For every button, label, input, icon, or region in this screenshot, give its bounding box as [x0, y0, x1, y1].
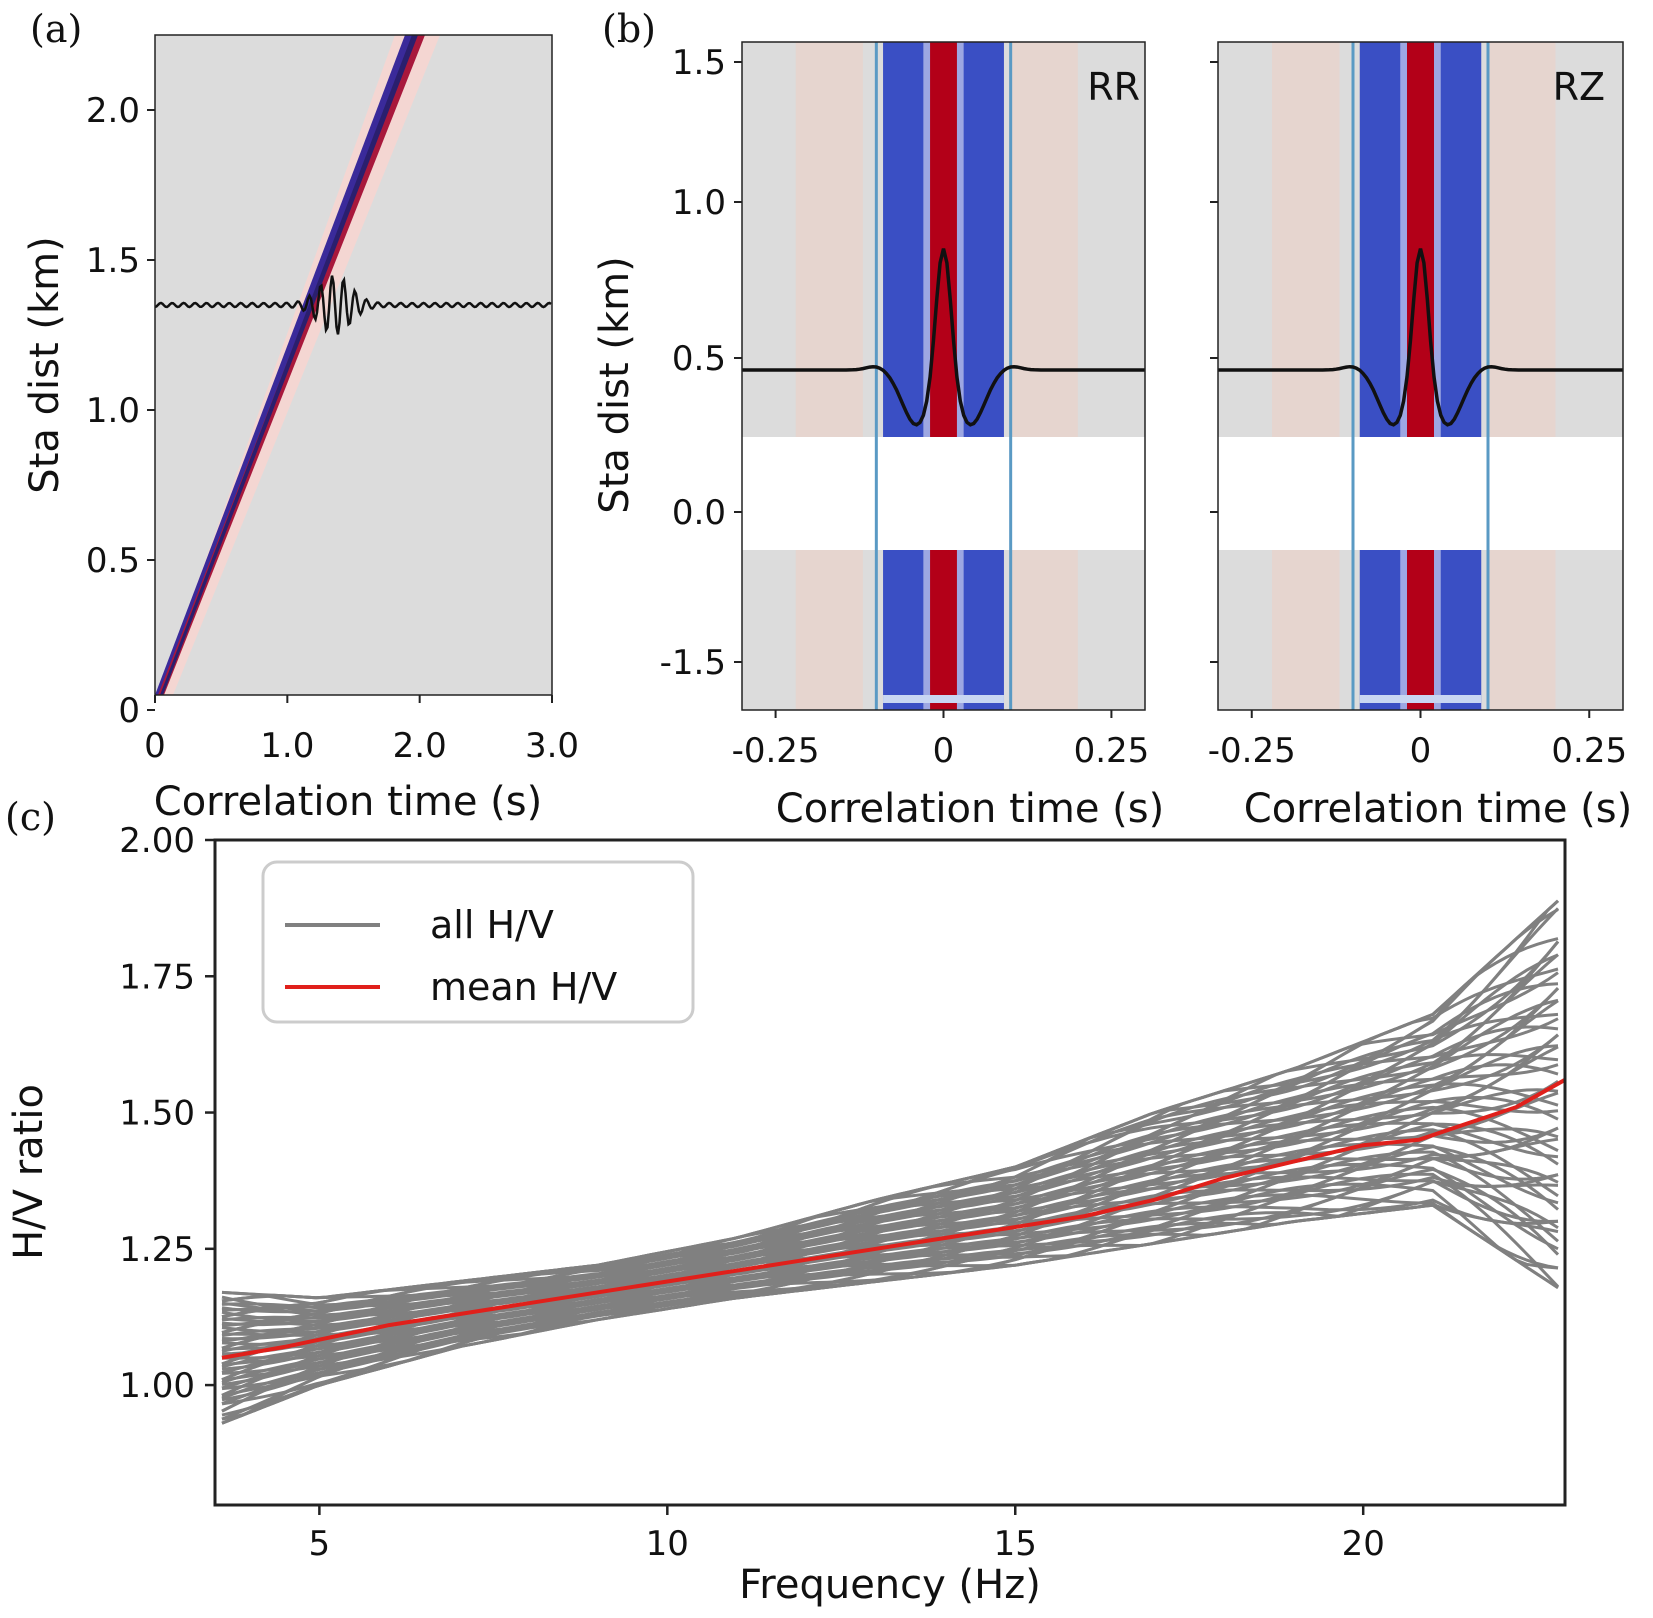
- legend: all H/V mean H/V: [261, 860, 695, 1024]
- panel-c-y-tick-label: 1.25: [119, 1230, 195, 1270]
- panel-b-rr-side-band: [795, 550, 863, 710]
- all-hv-line: [221, 899, 1560, 1303]
- panel-a-x-ticks: 0 1.0 2.0 3.0: [144, 695, 579, 766]
- panel-b-y-ticks: 1.5 1.0 0.5 0.0 -1.5: [660, 43, 1218, 683]
- panel-b-rr-x-tick-label: 0.25: [1074, 731, 1150, 771]
- panel-c-x-ticks: 5 10 15 20: [309, 1505, 1385, 1564]
- panel-b-y-tick-label: 1.0: [672, 183, 726, 223]
- all-hv-line: [221, 1017, 1559, 1317]
- panel-c-x-tick-label: 10: [646, 1524, 689, 1564]
- panel-a-y-tick-label: 0: [118, 691, 140, 731]
- panel-a-wavefront-core: [160, 35, 418, 695]
- panel-a-y-tick-label: 0.5: [86, 541, 140, 581]
- panel-b-rr-bottom-edge: [883, 695, 1004, 703]
- panel-b-rz-x-tick-label: -0.25: [1208, 731, 1296, 771]
- panel-b-rz-side-band: [1488, 42, 1556, 437]
- panel-a-y-tick-label: 2.0: [86, 91, 140, 131]
- panel-b-y-axis-label: Sta dist (km): [592, 256, 638, 513]
- panel-b-rr-tag: RR: [1087, 65, 1140, 109]
- panel-c-y-tick-label: 2.00: [119, 821, 195, 861]
- panel-b-rz-bottom-edge: [1359, 695, 1482, 703]
- panel-b-rz-side-band: [1488, 550, 1556, 710]
- panel-a: 0 0.5 1.0 1.5 2.0 0 1.0 2.0 3.0 Sta dist (km) C…: [22, 34, 579, 825]
- all-hv-line: [221, 1162, 1559, 1382]
- panel-b-rr-x-tick-label: -0.25: [732, 731, 820, 771]
- panel-b-rz-red-band: [1407, 42, 1434, 437]
- panel-c-y-axis-label: H/V ratio: [6, 1084, 52, 1260]
- all-hv-line: [221, 1182, 1559, 1398]
- panel-c-y-tick-label: 1.00: [119, 1366, 195, 1406]
- panel-b-rr-side-band: [795, 42, 863, 437]
- panel-c-x-axis-label: Frequency (Hz): [739, 1562, 1041, 1608]
- panel-c-x-tick-label: 15: [994, 1524, 1037, 1564]
- panel-a-y-axis-label: Sta dist (km): [22, 236, 68, 493]
- legend-all-hv-label: all H/V: [430, 903, 554, 947]
- panel-b-rz: -0.25 0 0.25: [1208, 41, 1627, 771]
- panel-b-rz-x-tick-label: 0: [1410, 731, 1432, 771]
- panel-c-y-tick-label: 1.50: [119, 1094, 195, 1134]
- panel-b-rz-x-axis-label: Correlation time (s): [1244, 786, 1632, 832]
- panel-a-x-tick-label: 1.0: [260, 726, 314, 766]
- panel-c-x-tick-label: 20: [1342, 1524, 1385, 1564]
- panel-b-rr-side-band: [1010, 550, 1078, 710]
- panel-b-rr-trace: [742, 248, 1145, 427]
- panel-a-waveform-trace: [154, 275, 552, 335]
- panel-label-a: (a): [30, 7, 82, 51]
- panel-b-rz-x-tick-label: 0.25: [1551, 731, 1627, 771]
- panel-b-rz-tag: RZ: [1553, 65, 1605, 109]
- panel-label-b: (b): [602, 7, 656, 51]
- panel-b-rr-side-band: [1010, 42, 1078, 437]
- panel-c-x-tick-label: 5: [309, 1524, 331, 1564]
- all-hv-line: [221, 940, 1560, 1313]
- panel-a-y-tick-label: 1.0: [86, 391, 140, 431]
- panel-b-y-tick-label: 0.0: [672, 493, 726, 533]
- panel-b-y-tick-label: 1.5: [672, 43, 726, 83]
- panel-c-y-ticks: 1.00 1.25 1.50 1.75 2.00: [119, 821, 215, 1406]
- panel-b-rz-red-band: [1407, 550, 1434, 710]
- panel-a-frame: [154, 34, 553, 696]
- panel-b-rz-side-band: [1272, 550, 1340, 710]
- panel-a-x-tick-label: 3.0: [525, 726, 579, 766]
- panel-b-rr-x-tick-label: 0: [933, 731, 955, 771]
- panel-c-y-tick-label: 1.75: [119, 957, 195, 997]
- panel-label-c: (c): [5, 795, 56, 839]
- panel-a-x-axis-label: Correlation time (s): [154, 779, 542, 825]
- panel-b-y-tick-label: -1.5: [660, 643, 726, 683]
- panel-b-rr-red-band: [930, 550, 957, 710]
- legend-mean-hv-label: mean H/V: [430, 965, 617, 1009]
- panel-a-y-ticks: 0 0.5 1.0 1.5 2.0: [86, 91, 155, 731]
- panel-b-y-tick-label: 0.5: [672, 339, 726, 379]
- panel-b-rr: -0.25 0 0.25: [732, 41, 1150, 771]
- mean-hv-line: [221, 1078, 1565, 1360]
- all-hv-line: [221, 1063, 1559, 1327]
- all-hv-line: [221, 1033, 1559, 1334]
- panel-b-rz-trace: [1218, 248, 1623, 427]
- legend-box: [261, 860, 695, 1024]
- panel-a-x-tick-label: 0: [144, 726, 166, 766]
- all-hv-line: [221, 1099, 1559, 1337]
- panel-a-background: [155, 35, 552, 695]
- all-hv-line: [221, 971, 1559, 1307]
- all-hv-line: [221, 1142, 1559, 1367]
- panel-c: 1.00 1.25 1.50 1.75 2.00 5 10 15 20 H/V ratio F…: [6, 821, 1567, 1608]
- panel-b-rr-red-band: [930, 42, 957, 437]
- panel-a-x-tick-label: 2.0: [393, 726, 447, 766]
- panel-c-frame: [213, 838, 1567, 1507]
- panel-b-rz-side-band: [1272, 42, 1340, 437]
- panel-a-y-tick-label: 1.5: [86, 241, 140, 281]
- panel-b-rr-x-axis-label: Correlation time (s): [776, 786, 1164, 832]
- all-hv-line: [221, 987, 1560, 1323]
- all-hv-curves: [221, 899, 1560, 1425]
